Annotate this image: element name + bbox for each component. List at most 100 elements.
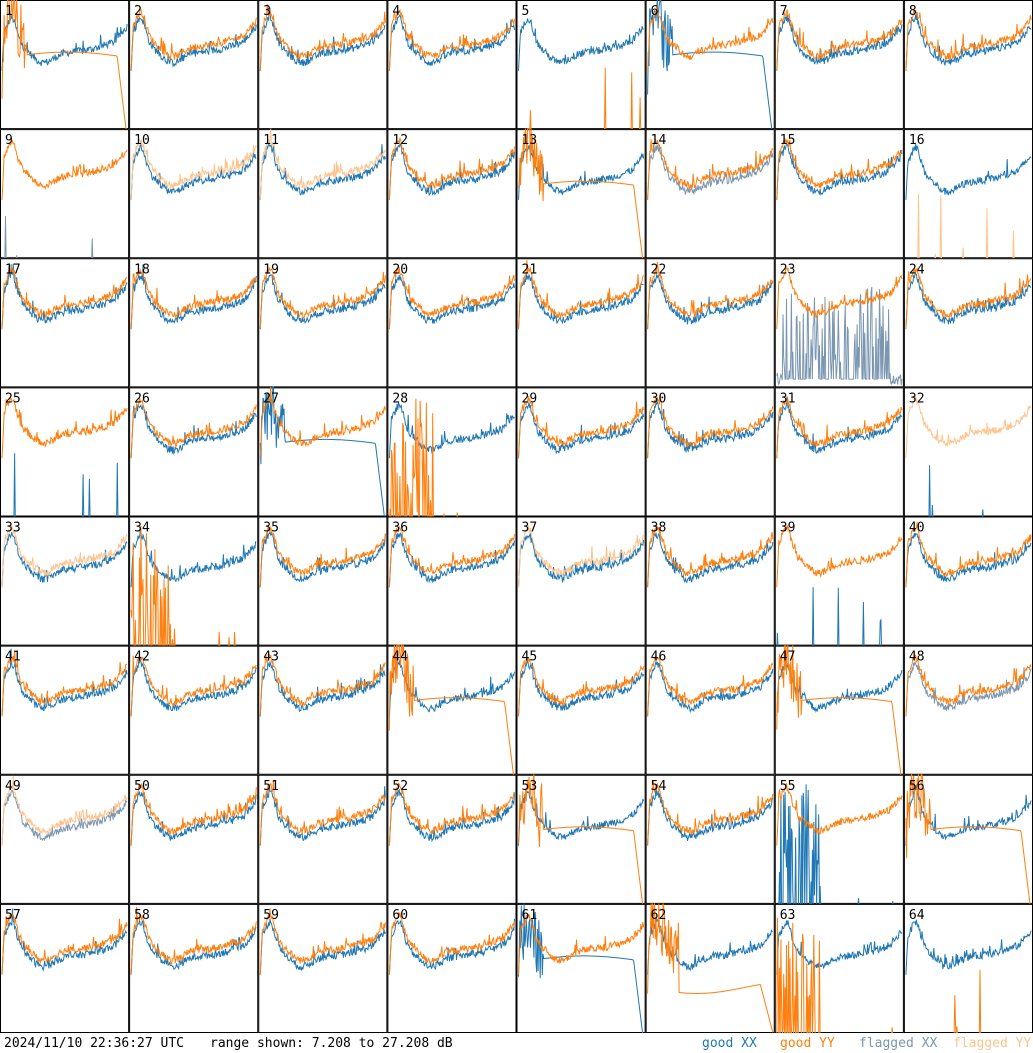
panel-label: 12 [392,133,408,148]
panel-frame [645,903,775,1033]
yy-series-line [130,782,257,846]
yy-series-line [647,523,774,588]
panel-frame [903,645,1033,775]
yy-series-line [388,782,515,846]
panel-frame [903,387,1033,517]
panel-frame [645,387,775,517]
panel-label: 58 [134,908,150,923]
legend-flagged-yy: flagged YY [953,1036,1032,1051]
panel-frame [645,258,775,388]
panel-frame [387,258,517,388]
panel-label: 33 [5,521,21,536]
panel-frame [258,0,388,130]
panel-label: 29 [522,391,538,406]
yy-series-line [1,649,128,717]
yy-series-line [518,128,645,263]
panel-55: 55 [774,774,904,909]
panel-frame [258,774,388,904]
yy-series-line [776,267,903,330]
xx-series-line [518,272,644,330]
timestamp: 2024/11/10 22:36:27 UTC [4,1036,185,1051]
yy-series-line [1,265,128,330]
range-text: range shown: 7.208 to 27.208 dB [210,1036,453,1051]
yy-series-line [518,260,644,330]
panel-frame [0,774,130,904]
panel-29: 29 [516,387,646,517]
xx-series-line [647,400,774,459]
yy-series-line [1,397,128,459]
panel-10: 10 [129,129,259,259]
panel-45: 45 [516,645,646,775]
xx-series-line [130,264,257,330]
yy-series-line [647,393,774,459]
panel-frame [129,516,259,646]
panel-48: 48 [903,645,1033,775]
xx-series-line [518,659,645,717]
xx-series-line [647,659,774,717]
panel-frame [645,774,775,904]
yy-series-line [776,9,903,71]
yy-series-line [905,395,1032,459]
panel-33: 33 [0,516,130,646]
xx-series-line [647,784,774,846]
panel-label: 51 [263,779,279,794]
panel-label: 60 [392,908,408,923]
yy-series-line [388,266,515,330]
yy-series-line [647,139,774,200]
yy-series-line [518,774,645,909]
panel-label: 25 [5,391,21,406]
panel-frame [129,903,259,1033]
xx-series-line [130,16,257,71]
panel-61: 61 [516,903,646,1033]
panel-frame [129,258,259,388]
panel-1: 1 [0,0,130,134]
xx-series-line [905,661,1032,717]
xx-series-line [388,401,515,459]
panel-7: 7 [774,0,904,130]
yy-series-line [647,261,774,330]
panel-frame [129,387,259,517]
yy-series-line [259,908,386,975]
panel-label: 40 [909,521,925,536]
panel-label: 34 [134,521,150,536]
panel-label: 13 [522,133,538,148]
panel-frame [774,516,904,646]
panel-frame [645,645,775,775]
yy-series-line [259,267,386,330]
panel-frame [516,645,646,775]
yy-series-line [905,654,1032,717]
xx-series-line [905,919,1032,975]
panel-30: 30 [645,387,775,517]
panel-frame [0,645,130,775]
yy-series-line [1,912,128,975]
yy-series-line [259,525,386,588]
panel-label: 16 [909,133,925,148]
xx-series-line [647,532,774,588]
xx-series-line [905,143,1032,200]
legend-good-xx: good XX [702,1036,757,1051]
yy-series-line [647,779,774,846]
yy-series-line [388,137,515,200]
panel-frame [129,774,259,904]
panel-6: 6 [645,0,775,134]
panel-frame [903,0,1033,130]
panel-label: 47 [780,650,796,665]
panel-57: 57 [0,903,130,1033]
panel-36: 36 [387,516,517,646]
xx-series-line [130,790,257,846]
xx-series-line [259,143,386,200]
xx-series-line [518,532,645,588]
panel-frame [258,387,388,517]
panel-53: 53 [516,774,646,909]
panel-22: 22 [645,258,775,388]
xx-series-line [1,14,128,71]
xx-series-line [1,648,128,717]
panel-4: 4 [387,0,517,130]
panel-frame [0,129,130,259]
panel-frame [774,387,904,517]
legend-good-yy: good YY [780,1036,835,1051]
panel-frame [387,387,517,517]
xx-series-line [259,530,386,588]
yy-series-line [130,906,257,975]
yy-series-line [518,657,645,717]
